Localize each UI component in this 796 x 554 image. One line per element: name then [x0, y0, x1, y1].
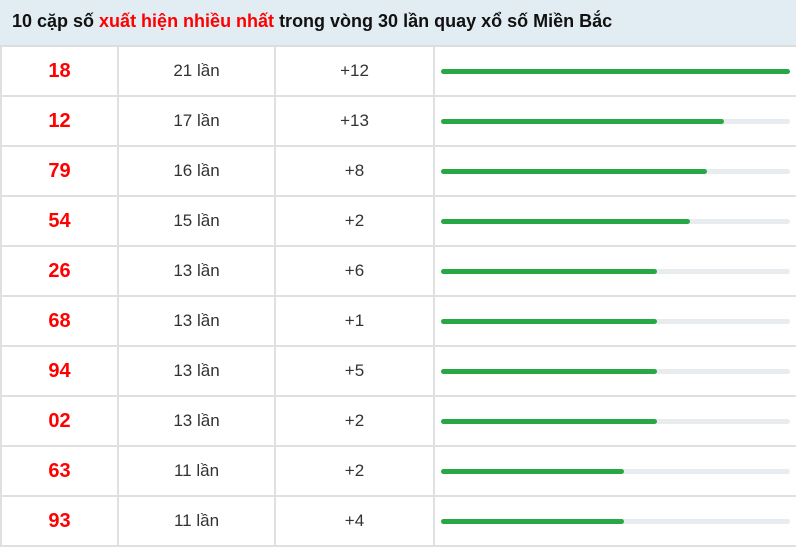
frequency-bar-fill [441, 318, 658, 324]
occurrence-count: 17 lần [117, 96, 276, 147]
table-row: 02 13 lần +2 [0, 396, 796, 447]
difference: +12 [274, 47, 435, 97]
frequency-bar-track [441, 318, 790, 324]
frequency-bar-fill [441, 168, 707, 174]
pair-number: 63 [0, 446, 119, 497]
difference: +13 [274, 96, 435, 147]
frequency-bar-track [441, 168, 790, 174]
frequency-bar-track [441, 468, 790, 474]
frequency-bar-track [441, 368, 790, 374]
title-suffix: trong vòng 30 lần quay xổ số Miền Bắc [274, 11, 613, 31]
frequency-bar-track [441, 68, 790, 74]
pair-number: 68 [0, 296, 119, 347]
pair-number: 12 [0, 96, 119, 147]
frequency-bar-fill [441, 368, 658, 374]
frequency-bar-fill [441, 118, 724, 124]
frequency-bar-cell [433, 396, 796, 447]
frequency-bar-cell [433, 446, 796, 497]
occurrence-count: 13 lần [117, 346, 276, 397]
frequency-bar-cell [433, 246, 796, 297]
occurrence-count: 21 lần [117, 47, 276, 97]
occurrence-count: 11 lần [117, 496, 276, 547]
difference: +8 [274, 146, 435, 197]
difference: +6 [274, 246, 435, 297]
frequency-bar-track [441, 118, 790, 124]
difference: +4 [274, 496, 435, 547]
table-row: 54 15 lần +2 [0, 196, 796, 247]
frequency-bar-cell [433, 96, 796, 147]
pair-number: 93 [0, 496, 119, 547]
table-row: 63 11 lần +2 [0, 446, 796, 497]
table-row: 26 13 lần +6 [0, 246, 796, 297]
difference: +1 [274, 296, 435, 347]
difference: +2 [274, 396, 435, 447]
frequency-bar-cell [433, 47, 796, 97]
occurrence-count: 15 lần [117, 196, 276, 247]
table-row: 79 16 lần +8 [0, 146, 796, 197]
difference: +2 [274, 196, 435, 247]
table-row: 12 17 lần +13 [0, 96, 796, 147]
table-row: 68 13 lần +1 [0, 296, 796, 347]
frequency-bar-fill [441, 418, 658, 424]
frequency-bar-cell [433, 296, 796, 347]
frequency-bar-cell [433, 496, 796, 547]
occurrence-count: 13 lần [117, 246, 276, 297]
table-row: 94 13 lần +5 [0, 346, 796, 397]
difference: +5 [274, 346, 435, 397]
table-title: 10 cặp số xuất hiện nhiều nhất trong vòn… [0, 0, 796, 47]
pair-number: 94 [0, 346, 119, 397]
frequency-bar-track [441, 268, 790, 274]
title-highlight: xuất hiện nhiều nhất [99, 11, 275, 31]
frequency-bar-fill [441, 218, 691, 224]
frequency-table: 18 21 lần +12 12 17 lần +13 79 16 lần +8… [0, 47, 796, 547]
title-prefix: 10 cặp số [12, 11, 100, 31]
occurrence-count: 13 lần [117, 396, 276, 447]
pair-number: 54 [0, 196, 119, 247]
frequency-bar-fill [441, 68, 790, 74]
frequency-bar-track [441, 418, 790, 424]
occurrence-count: 11 lần [117, 446, 276, 497]
table-row: 18 21 lần +12 [0, 47, 796, 97]
frequency-bar-cell [433, 346, 796, 397]
occurrence-count: 16 lần [117, 146, 276, 197]
frequency-bar-track [441, 218, 790, 224]
occurrence-count: 13 lần [117, 296, 276, 347]
pair-number: 18 [0, 47, 119, 97]
pair-number: 79 [0, 146, 119, 197]
difference: +2 [274, 446, 435, 497]
frequency-bar-fill [441, 468, 624, 474]
frequency-bar-cell [433, 196, 796, 247]
pair-number: 26 [0, 246, 119, 297]
frequency-bar-fill [441, 518, 624, 524]
table-row: 93 11 lần +4 [0, 496, 796, 547]
pair-number: 02 [0, 396, 119, 447]
frequency-bar-fill [441, 268, 658, 274]
frequency-bar-cell [433, 146, 796, 197]
frequency-bar-track [441, 518, 790, 524]
